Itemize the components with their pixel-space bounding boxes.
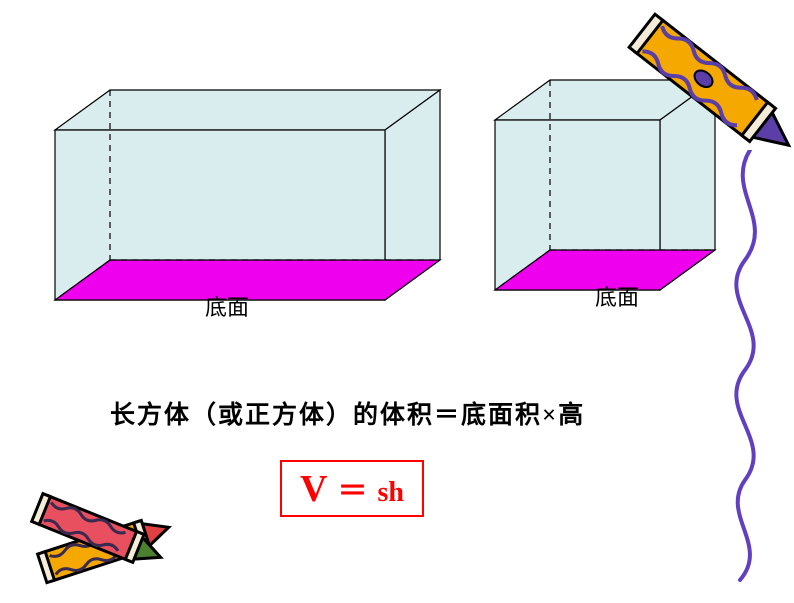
crayon-bottom-icon: [20, 478, 190, 603]
formula-v: V: [300, 467, 327, 511]
formula-box: V ＝ sh: [280, 460, 424, 517]
formula-equals: ＝: [337, 466, 367, 510]
cube-base-label: 底面: [595, 280, 639, 312]
squiggle-line: [720, 150, 790, 595]
formula-sh: sh: [377, 477, 403, 509]
volume-sentence: 长方体（或正方体）的体积＝底面积×高: [110, 395, 585, 431]
